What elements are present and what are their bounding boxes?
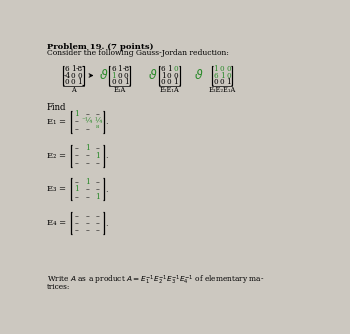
Text: 1: 1 (219, 71, 224, 79)
Text: -4: -4 (63, 71, 70, 79)
Text: –: – (96, 219, 100, 227)
Text: E₄ =: E₄ = (47, 219, 66, 227)
Text: Problem 19. (7 points): Problem 19. (7 points) (47, 43, 153, 51)
Text: –: – (96, 227, 100, 235)
Text: 0: 0 (71, 77, 76, 86)
Text: 0: 0 (117, 71, 122, 79)
Text: –: – (85, 159, 89, 167)
Text: E₁ =: E₁ = (47, 118, 66, 126)
Text: 1: 1 (117, 65, 122, 73)
Text: 0: 0 (111, 77, 116, 86)
Text: 1: 1 (85, 144, 90, 152)
Text: –: – (96, 159, 100, 167)
Text: –: – (75, 193, 79, 201)
Text: –: – (75, 219, 79, 227)
Text: –: – (75, 144, 79, 152)
Text: –: – (85, 152, 89, 160)
Text: 1: 1 (95, 152, 100, 160)
Text: E₂E₁A: E₂E₁A (160, 87, 179, 95)
Text: .: . (105, 117, 108, 126)
Text: –: – (85, 193, 89, 201)
Text: 6: 6 (111, 65, 116, 73)
Text: -8: -8 (122, 65, 130, 73)
Text: E₃ =: E₃ = (47, 185, 66, 193)
Text: –: – (75, 118, 79, 126)
Text: 0: 0 (226, 65, 231, 73)
Text: 0: 0 (173, 65, 178, 73)
Text: ⁻¼: ⁻¼ (82, 118, 93, 126)
Text: 1: 1 (77, 77, 82, 86)
Text: –: – (75, 178, 79, 186)
Text: 1: 1 (95, 193, 100, 201)
Text: 0: 0 (71, 71, 76, 79)
Text: Consider the following Gauss-Jordan reduction:: Consider the following Gauss-Jordan redu… (47, 49, 229, 57)
Text: 1: 1 (167, 65, 172, 73)
Text: –: – (96, 185, 100, 193)
Text: 1: 1 (75, 185, 79, 193)
Text: $\vartheta$: $\vartheta$ (99, 68, 109, 82)
Text: –: – (96, 110, 100, 118)
Text: A: A (71, 87, 76, 95)
Text: –: – (96, 178, 100, 186)
Text: 0: 0 (167, 71, 172, 79)
Text: –: – (85, 219, 89, 227)
Text: .: . (105, 151, 108, 160)
Text: 1: 1 (85, 178, 90, 186)
Text: –: – (75, 125, 79, 133)
Text: 1: 1 (111, 71, 116, 79)
Text: 0: 0 (64, 77, 69, 86)
Text: –: – (85, 212, 89, 220)
Text: 6: 6 (161, 65, 165, 73)
Text: E₂ =: E₂ = (47, 152, 66, 160)
Text: –: – (75, 159, 79, 167)
Text: $\vartheta$: $\vartheta$ (194, 68, 203, 82)
Text: .: . (105, 219, 108, 228)
Text: Write $A$ as a product $A = E_1^{-1}E_2^{-1}E_3^{-1}E_4^{-1}$ of elementary ma-: Write $A$ as a product $A = E_1^{-1}E_2^… (47, 274, 264, 288)
Text: 1: 1 (173, 77, 178, 86)
Text: –: – (85, 227, 89, 235)
Text: –: – (85, 110, 89, 118)
Text: -8: -8 (76, 65, 83, 73)
Text: 1: 1 (213, 65, 218, 73)
Text: Find: Find (47, 103, 66, 112)
Text: 0: 0 (226, 71, 231, 79)
Text: 1: 1 (124, 77, 128, 86)
Text: trices:: trices: (47, 283, 70, 291)
Text: –: – (96, 212, 100, 220)
Text: E₁A: E₁A (113, 87, 126, 95)
Text: $\vartheta$: $\vartheta$ (147, 68, 157, 82)
Text: 6: 6 (64, 65, 69, 73)
Text: 0: 0 (77, 71, 82, 79)
Text: 0: 0 (124, 71, 128, 79)
Text: 0: 0 (161, 77, 165, 86)
Text: E₃E₂E₁A: E₃E₂E₁A (208, 87, 236, 95)
Text: 0: 0 (220, 77, 224, 86)
Text: 1: 1 (71, 65, 76, 73)
Text: –: – (75, 212, 79, 220)
Text: ⁸: ⁸ (96, 125, 99, 133)
Text: 1: 1 (226, 77, 231, 86)
Text: –: – (75, 152, 79, 160)
Text: 0: 0 (117, 77, 122, 86)
Text: 0: 0 (220, 65, 224, 73)
Text: 6: 6 (214, 71, 218, 79)
Text: 1: 1 (75, 110, 79, 118)
Text: ¼: ¼ (94, 118, 102, 126)
Text: 0: 0 (214, 77, 218, 86)
Text: –: – (96, 144, 100, 152)
Text: 0: 0 (167, 77, 172, 86)
Text: 1: 1 (161, 71, 165, 79)
Text: .: . (105, 185, 108, 194)
Text: 0: 0 (173, 71, 178, 79)
Text: –: – (85, 125, 89, 133)
Text: –: – (85, 185, 89, 193)
Text: –: – (75, 227, 79, 235)
